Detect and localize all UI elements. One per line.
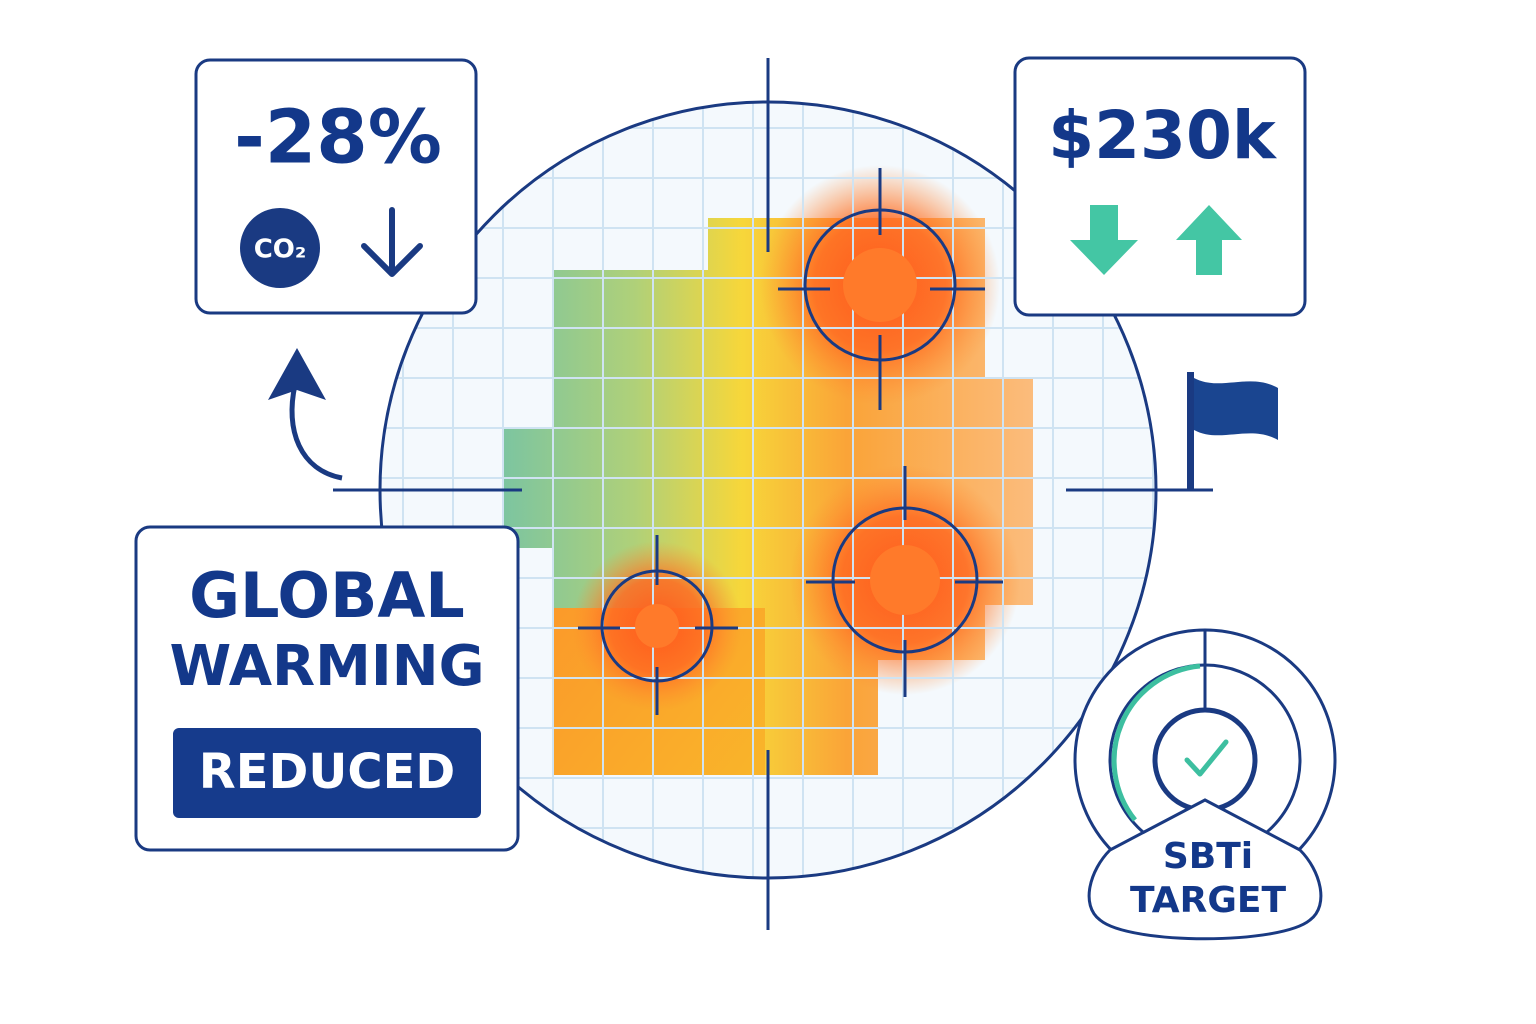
target-ticks <box>578 535 738 715</box>
target-badge: SBTi TARGET <box>1073 628 1337 941</box>
targets <box>578 168 1003 715</box>
progress-arc <box>1111 663 1201 822</box>
co2-icon <box>240 208 320 288</box>
flag-cloth <box>1194 378 1278 440</box>
badge-label: REDUCED <box>199 744 455 800</box>
stat-card: -28% CO₂ <box>194 58 478 315</box>
down-arrow <box>1070 205 1138 275</box>
badge <box>173 728 481 818</box>
target-core <box>635 604 679 648</box>
stat-value: $230k <box>1048 97 1278 174</box>
target-core <box>843 248 917 322</box>
target-ticks <box>778 168 985 410</box>
badge-shield <box>1087 798 1323 941</box>
down-arrow <box>361 207 423 277</box>
headline-line: GLOBAL <box>189 559 465 632</box>
curved-arrow-head <box>268 348 326 400</box>
headline-card: GLOBAL WARMING REDUCED <box>134 525 520 852</box>
curved-arrow <box>289 384 343 481</box>
crosshair <box>333 58 1213 930</box>
check-ring <box>1152 707 1258 813</box>
check <box>1184 739 1229 777</box>
badge-line: TARGET <box>1130 880 1286 921</box>
stat-card: $230k <box>1013 56 1307 317</box>
stat-value: -28% <box>234 95 442 181</box>
target-ticks <box>806 466 1003 697</box>
target-core <box>870 545 940 615</box>
badge-line: SBTi <box>1163 836 1253 877</box>
co2-label: CO₂ <box>254 235 307 265</box>
flag <box>1187 372 1278 490</box>
headline-line: WARMING <box>169 634 484 699</box>
flag-pole <box>1187 372 1194 490</box>
up-arrow <box>1176 205 1242 275</box>
